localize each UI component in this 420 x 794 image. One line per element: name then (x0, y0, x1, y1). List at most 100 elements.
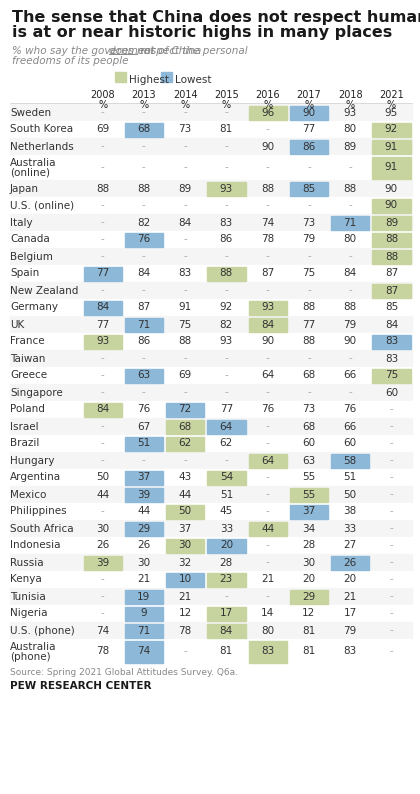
Text: 78: 78 (96, 646, 109, 657)
FancyBboxPatch shape (331, 215, 369, 229)
FancyBboxPatch shape (290, 182, 328, 195)
Text: 72: 72 (178, 404, 192, 414)
Text: 29: 29 (302, 592, 315, 602)
Text: -: - (307, 387, 311, 398)
FancyBboxPatch shape (10, 639, 412, 664)
Text: -: - (225, 141, 228, 152)
FancyBboxPatch shape (372, 215, 410, 229)
Text: 80: 80 (261, 626, 274, 635)
Text: % who say the government of China: % who say the government of China (12, 46, 205, 56)
Text: Indonesia: Indonesia (10, 541, 60, 550)
Text: 2016: 2016 (255, 90, 280, 100)
Text: -: - (101, 422, 105, 431)
Text: Source: Spring 2021 Global Attitudes Survey. Q6a.: Source: Spring 2021 Global Attitudes Sur… (10, 668, 238, 677)
Text: 82: 82 (137, 218, 150, 228)
Text: New Zealand: New Zealand (10, 286, 79, 295)
Text: 88: 88 (220, 268, 233, 279)
Text: 50: 50 (344, 489, 357, 499)
Text: 26: 26 (96, 541, 109, 550)
Text: 2015: 2015 (214, 90, 239, 100)
FancyBboxPatch shape (331, 453, 369, 468)
Text: 90: 90 (302, 107, 315, 118)
Text: 83: 83 (261, 646, 274, 657)
Text: -: - (101, 608, 105, 619)
Text: 20: 20 (344, 575, 357, 584)
Text: 83: 83 (385, 353, 398, 364)
Text: 76: 76 (261, 404, 274, 414)
Text: -: - (266, 201, 270, 210)
FancyBboxPatch shape (290, 140, 328, 153)
Text: (online): (online) (10, 168, 50, 178)
FancyBboxPatch shape (125, 233, 163, 246)
Text: -: - (266, 163, 270, 172)
FancyBboxPatch shape (207, 419, 246, 434)
Text: 86: 86 (302, 141, 315, 152)
Text: 88: 88 (302, 303, 315, 313)
Text: Israel: Israel (10, 422, 39, 431)
Text: -: - (101, 592, 105, 602)
Text: 84: 84 (178, 218, 192, 228)
Text: 68: 68 (137, 125, 150, 134)
Text: -: - (266, 252, 270, 261)
FancyBboxPatch shape (249, 106, 287, 120)
Text: -: - (142, 456, 146, 465)
Text: -: - (266, 592, 270, 602)
Text: %: % (263, 100, 272, 110)
Text: 90: 90 (385, 183, 398, 194)
FancyBboxPatch shape (290, 504, 328, 518)
Text: -: - (389, 404, 393, 414)
Text: Mexico: Mexico (10, 489, 46, 499)
FancyBboxPatch shape (10, 588, 412, 605)
FancyBboxPatch shape (249, 300, 287, 314)
Text: Argentina: Argentina (10, 472, 61, 483)
Text: %: % (98, 100, 107, 110)
Text: -: - (266, 541, 270, 550)
Text: 84: 84 (385, 319, 398, 330)
Text: 71: 71 (344, 218, 357, 228)
Text: 91: 91 (385, 163, 398, 172)
FancyBboxPatch shape (84, 300, 122, 314)
Text: Netherlands: Netherlands (10, 141, 74, 152)
Text: 91: 91 (178, 303, 192, 313)
Text: France: France (10, 337, 45, 346)
FancyBboxPatch shape (10, 452, 412, 469)
Text: 2008: 2008 (90, 90, 115, 100)
Text: 60: 60 (302, 438, 315, 449)
Text: -: - (225, 201, 228, 210)
Text: 77: 77 (96, 319, 109, 330)
Text: 79: 79 (344, 319, 357, 330)
Text: 78: 78 (261, 234, 274, 245)
Text: 84: 84 (344, 268, 357, 279)
Text: UK: UK (10, 319, 24, 330)
FancyBboxPatch shape (10, 231, 412, 248)
Text: 32: 32 (178, 557, 192, 568)
Text: -: - (183, 163, 187, 172)
Text: -: - (142, 252, 146, 261)
Text: 58: 58 (344, 456, 357, 465)
Text: -: - (101, 371, 105, 380)
Text: 60: 60 (385, 387, 398, 398)
Text: Tunisia: Tunisia (10, 592, 46, 602)
Text: -: - (389, 472, 393, 483)
Text: -: - (183, 201, 187, 210)
Text: Poland: Poland (10, 404, 45, 414)
FancyBboxPatch shape (84, 403, 122, 417)
Text: Singapore: Singapore (10, 387, 63, 398)
Text: -: - (348, 353, 352, 364)
Text: 27: 27 (344, 541, 357, 550)
Text: 71: 71 (137, 626, 150, 635)
FancyBboxPatch shape (166, 419, 204, 434)
Text: Greece: Greece (10, 371, 47, 380)
Text: Canada: Canada (10, 234, 50, 245)
FancyBboxPatch shape (10, 503, 412, 520)
Text: 62: 62 (220, 438, 233, 449)
Text: 50: 50 (178, 507, 192, 517)
Text: Germany: Germany (10, 303, 58, 313)
Text: 93: 93 (220, 337, 233, 346)
Text: 37: 37 (178, 523, 192, 534)
Text: 51: 51 (137, 438, 150, 449)
Text: 2014: 2014 (173, 90, 197, 100)
Text: PEW RESEARCH CENTER: PEW RESEARCH CENTER (10, 681, 152, 691)
Text: 68: 68 (178, 422, 192, 431)
FancyBboxPatch shape (249, 522, 287, 535)
